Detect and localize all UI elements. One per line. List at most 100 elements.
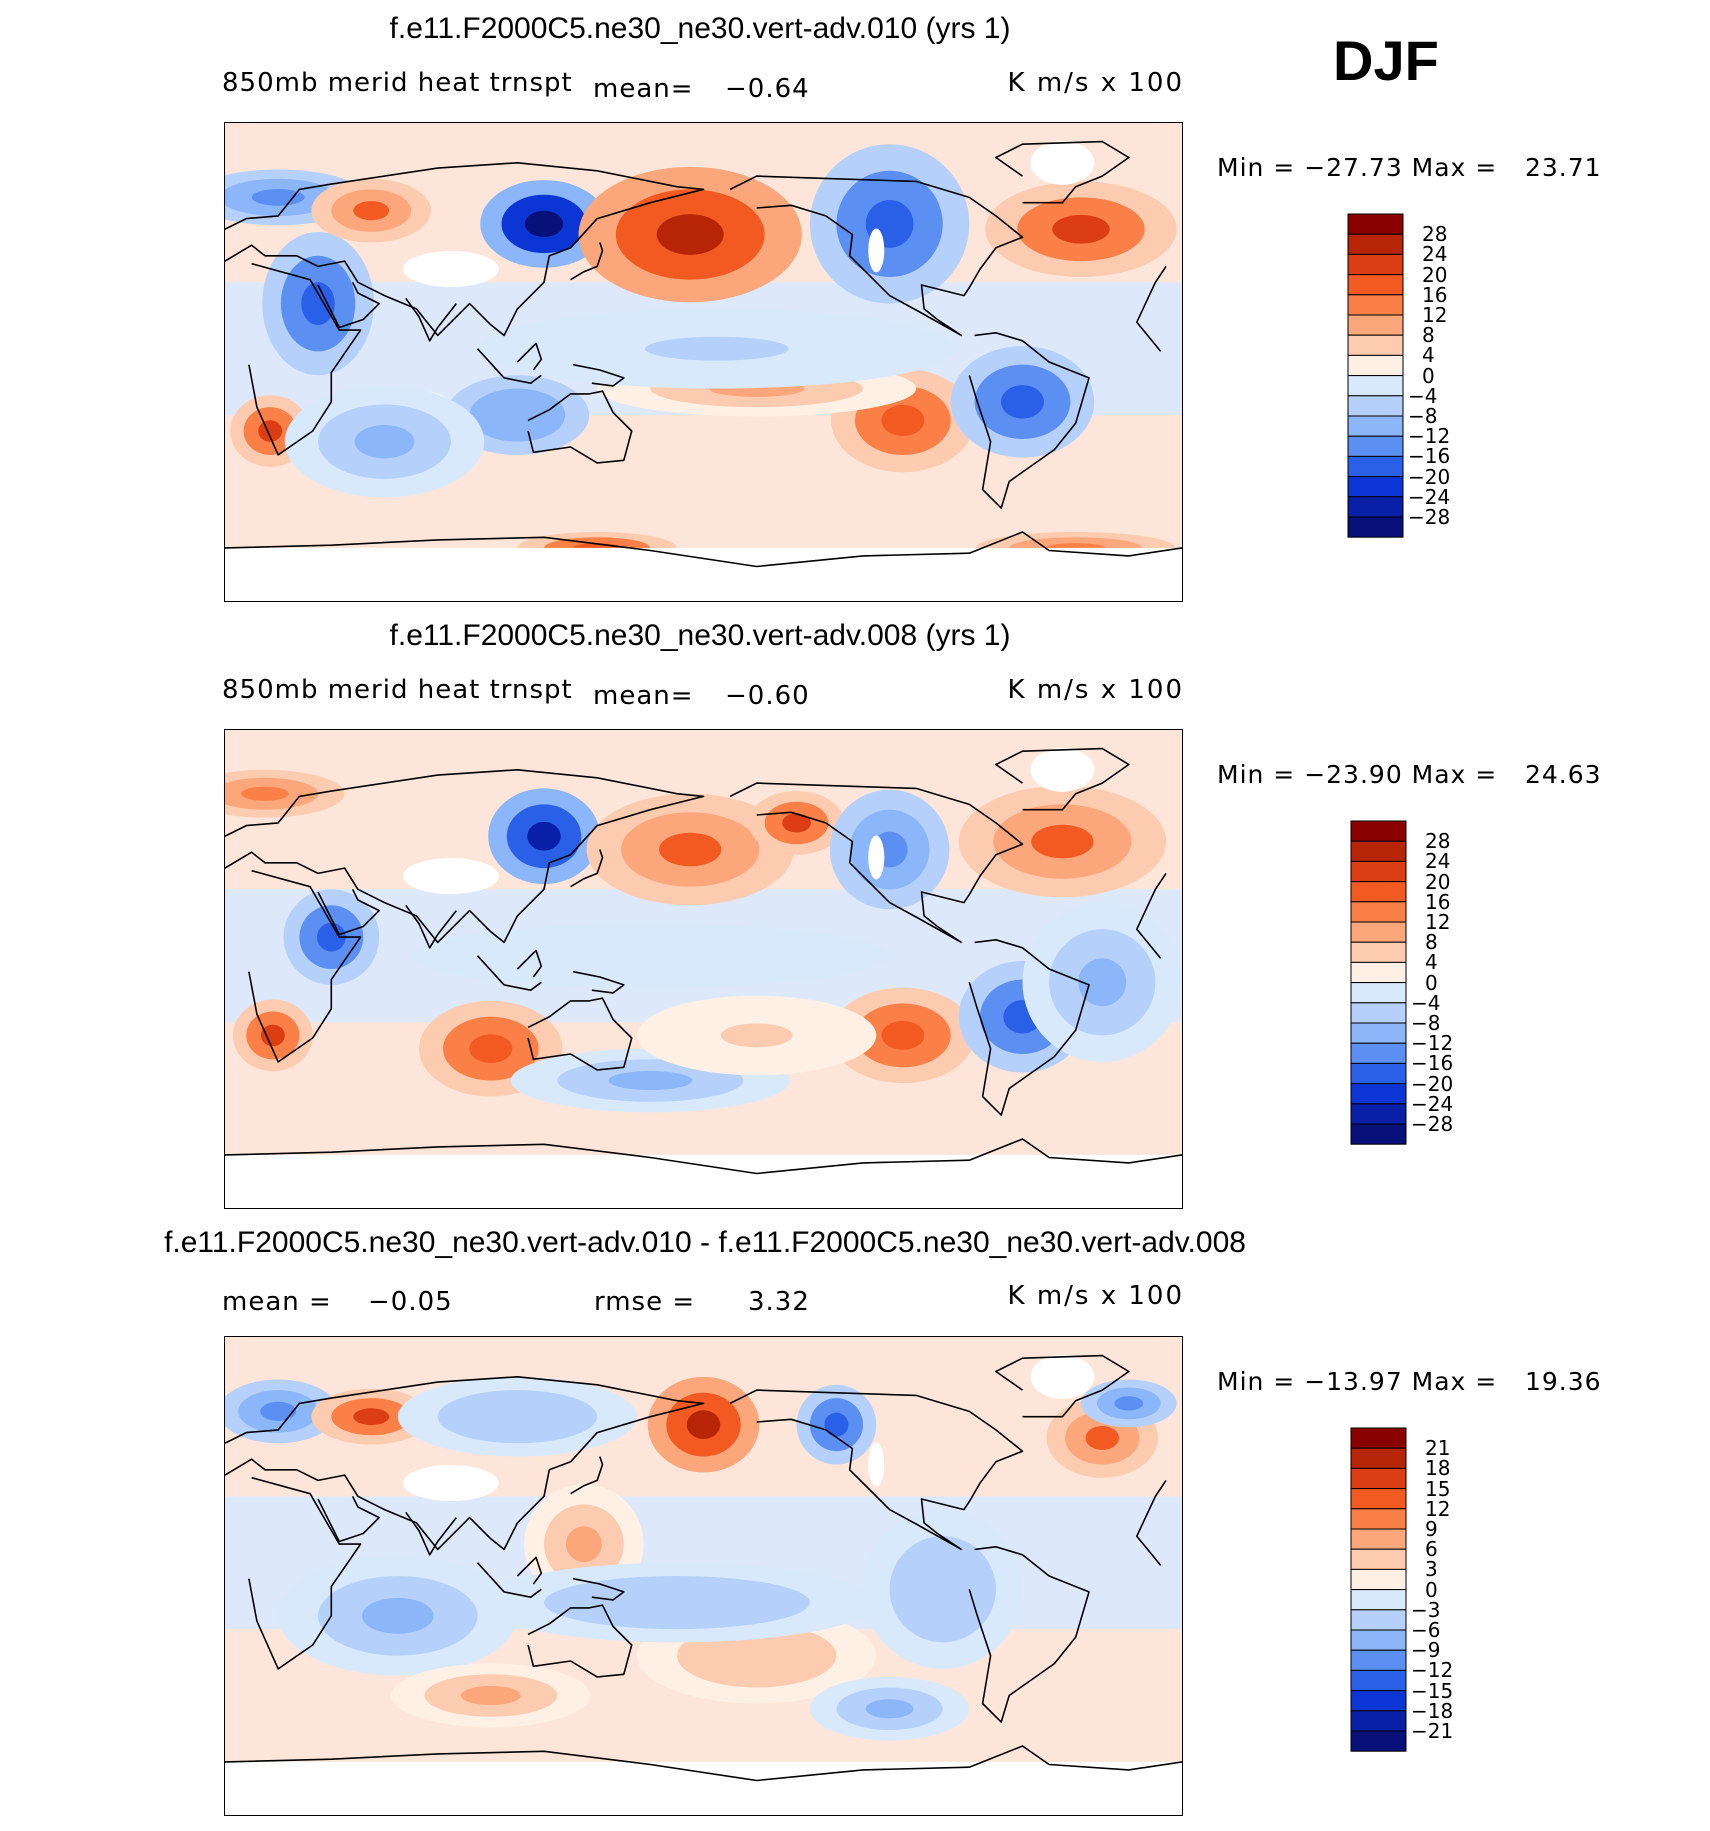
colorbar-swatch (1350, 1467, 1407, 1490)
panel-1-max-value: 23.71 (1525, 153, 1602, 182)
field-contour (720, 1023, 793, 1048)
field-contour (1031, 824, 1094, 859)
colorbar-swatch (1350, 1609, 1407, 1631)
colorbar-swatch (1347, 274, 1404, 296)
panel-2-map (224, 729, 1183, 1209)
colorbar-swatch (1350, 921, 1407, 943)
missing-data-region (1030, 1354, 1095, 1399)
coastline (968, 332, 1090, 509)
colorbar-tick-label: 24 (1425, 849, 1451, 874)
field-contour (354, 424, 415, 459)
coastline (995, 747, 1130, 811)
field-contour (645, 336, 789, 361)
missing-data-region (403, 858, 499, 895)
colorbar-swatch (1350, 1589, 1407, 1611)
coastline (317, 888, 380, 936)
panel-3-map (224, 1336, 1183, 1816)
field-contour (469, 1034, 513, 1064)
field-contour (1052, 214, 1110, 244)
colorbar-tick-label: −24 (1411, 1091, 1454, 1116)
panel-2-max-value: 24.63 (1525, 760, 1602, 789)
panel-2-variable-label: 850mb merid heat trnspt (222, 675, 573, 705)
colorbar-swatch (1350, 1508, 1407, 1530)
coastline (516, 1556, 543, 1585)
field-contour (865, 1699, 914, 1719)
field-contour (1114, 1396, 1144, 1411)
coastline (317, 281, 380, 329)
field-contour (258, 420, 283, 442)
field-contour (824, 1412, 849, 1437)
field-contour (460, 1685, 521, 1706)
colorbar-swatch (1350, 881, 1407, 903)
colorbar-tick-label: −4 (1408, 383, 1438, 408)
colorbar-tick-label: 12 (1422, 303, 1448, 327)
field-contour (353, 201, 390, 221)
colorbar-tick-label: 20 (1425, 869, 1451, 894)
field-contour (881, 1021, 925, 1050)
field-contour (361, 1597, 434, 1634)
colorbar-swatch (1347, 233, 1404, 255)
colorbar-swatch (1347, 294, 1404, 316)
coastline (573, 970, 625, 994)
missing-data-region (868, 835, 885, 880)
coastline (225, 1745, 1182, 1782)
coastline (225, 531, 1182, 568)
field-contour (1078, 958, 1127, 1007)
colorbar-swatch (1350, 1548, 1407, 1570)
colorbar-tick-label: 12 (1425, 910, 1451, 934)
colorbar-swatch (1350, 840, 1407, 862)
missing-data-region (225, 547, 1182, 601)
colorbar-swatch (1347, 354, 1404, 377)
colorbar-tick-label: −4 (1411, 990, 1441, 1015)
colorbar-swatch (1350, 1488, 1407, 1510)
panel-1-title: f.e11.F2000C5.ne30_ne30.vert-adv.010 (yr… (389, 12, 1011, 45)
field-contour (720, 1641, 793, 1671)
panel-1-mean-label: mean= (593, 74, 694, 104)
panel-1-map (224, 122, 1183, 602)
coastline (729, 175, 1024, 337)
coastline (573, 1577, 625, 1601)
panel-2-mean-value: −0.60 (725, 681, 810, 711)
missing-data-region (225, 1154, 1182, 1208)
field-contour (565, 1526, 602, 1563)
field-contour (316, 922, 346, 952)
coastline (570, 242, 604, 281)
panel-3-mean-text: mean = (222, 1287, 332, 1317)
colorbar-swatch (1350, 1123, 1407, 1145)
missing-data-region (403, 251, 499, 288)
coastline (476, 955, 542, 991)
colorbar-swatch (1350, 1062, 1407, 1085)
field-contour (881, 404, 925, 436)
coastline (516, 949, 543, 978)
colorbar-tick-label: −20 (1408, 464, 1451, 489)
field-contour (260, 1024, 285, 1047)
coastline (248, 869, 1167, 1063)
colorbar-swatch (1350, 1528, 1407, 1550)
missing-data-region (225, 1761, 1182, 1815)
coastline (995, 1354, 1130, 1418)
field-contour (527, 821, 561, 851)
field-contour (240, 786, 289, 801)
colorbar-swatch (1347, 435, 1404, 457)
colorbar-tick-label: 16 (1425, 889, 1451, 914)
field-contour (659, 832, 722, 867)
missing-data-region (1030, 140, 1095, 185)
field-contour (656, 214, 724, 255)
colorbar-tick-label: −28 (1408, 505, 1451, 529)
colorbar-tick-label: −16 (1411, 1051, 1454, 1076)
colorbar-tick-label: 3 (1425, 1557, 1438, 1582)
field-contour (1000, 385, 1045, 419)
colorbar-swatch (1347, 334, 1404, 356)
colorbar-tick-label: −12 (1411, 1658, 1454, 1683)
colorbar-tick-label: 0 (1422, 363, 1435, 388)
colorbar-tick-label: −3 (1411, 1597, 1441, 1622)
coastline (476, 348, 542, 384)
colorbar-tick-label: −12 (1411, 1031, 1454, 1056)
panel-1-mean-value: −0.64 (725, 74, 810, 104)
coastline (476, 1562, 542, 1598)
colorbar-tick-label: 4 (1422, 343, 1435, 368)
colorbar-tick-label: 21 (1425, 1436, 1451, 1461)
coastline (516, 342, 543, 371)
coastline (317, 1495, 380, 1543)
field-contour (617, 1590, 737, 1615)
